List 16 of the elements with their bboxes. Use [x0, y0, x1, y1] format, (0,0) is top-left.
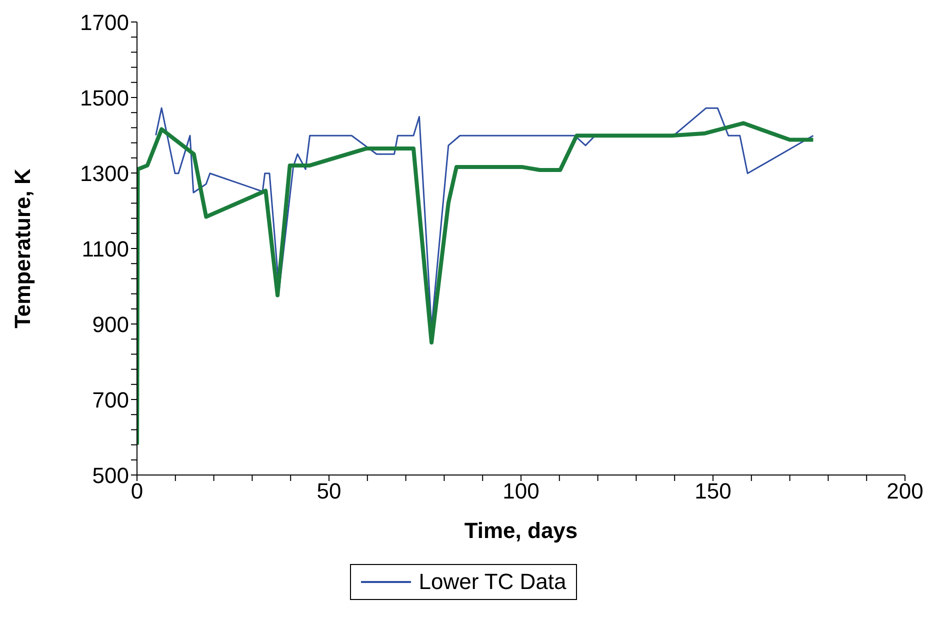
x-tick-label: 150: [694, 478, 732, 504]
x-axis-title: Time, days: [464, 518, 578, 543]
y-tick-label: 1100: [82, 236, 129, 262]
y-tick-label: 900: [92, 312, 129, 337]
y-tick-label: 500: [92, 462, 129, 488]
y-tick-label: 1500: [80, 85, 129, 110]
x-tick-label: 0: [130, 478, 144, 504]
y-tick-label: 1300: [80, 160, 129, 186]
x-tick-label: 100: [502, 478, 540, 504]
y-tick-label: 1700: [80, 10, 129, 35]
x-tick-label: 200: [886, 478, 924, 504]
legend-label: Lower TC Data: [418, 569, 566, 595]
line-series: [137, 121, 816, 447]
y-tick-label: 700: [92, 387, 129, 412]
x-tick-label: 50: [316, 478, 342, 504]
y-axis-title: Temperature, K: [10, 168, 35, 328]
